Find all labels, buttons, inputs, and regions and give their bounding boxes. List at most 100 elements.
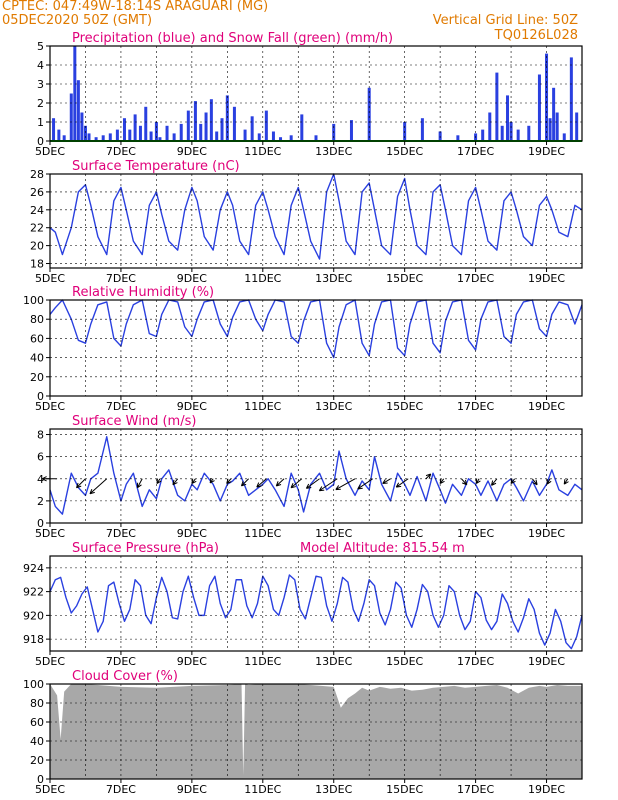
y-tick-label: 100 [23, 294, 44, 307]
precip-bar [94, 137, 98, 141]
x-tick-label: 5DEC [35, 400, 65, 413]
precip-bar [314, 135, 318, 141]
grid-note: Vertical Grid Line: 50Z [432, 13, 578, 28]
y-tick-label: 4 [37, 473, 44, 486]
x-tick-label: 19DEC [528, 655, 565, 668]
wind-arrow [425, 473, 432, 480]
precip-bar [52, 118, 56, 141]
cloud-cover-area [50, 684, 582, 779]
x-tick-label: 7DEC [106, 400, 136, 413]
precip-bar [138, 125, 142, 141]
x-tick-label: 13DEC [315, 272, 352, 285]
precip-bar [158, 137, 162, 141]
x-tick-label: 15DEC [386, 272, 423, 285]
y-tick-label: 20 [30, 754, 44, 767]
precip-bar [80, 112, 84, 141]
precip-bar [456, 135, 460, 141]
precip-bar [128, 129, 132, 141]
x-tick-label: 7DEC [106, 655, 136, 668]
y-tick-label: 22 [30, 222, 44, 235]
x-tick-label: 13DEC [315, 655, 352, 668]
y-tick-label: 80 [30, 313, 44, 326]
x-tick-label: 7DEC [106, 527, 136, 540]
y-tick-label: 5 [37, 40, 44, 53]
y-tick-label: 20 [30, 240, 44, 253]
precip-bar [506, 95, 510, 141]
precip-bar [122, 118, 126, 141]
y-tick-label: 40 [30, 735, 44, 748]
x-tick-label: 17DEC [457, 655, 494, 668]
panel-title: Surface Pressure (hPa) [72, 541, 219, 556]
wind-arrow [490, 478, 498, 486]
run-date-header: 05DEC2020 50Z (GMT) [2, 13, 153, 28]
panel-title: Surface Temperature (nC) [72, 159, 240, 174]
x-tick-label: 17DEC [457, 272, 494, 285]
wind-arrow [318, 478, 338, 492]
x-tick-label: 17DEC [457, 783, 494, 796]
precip-bar [569, 57, 573, 141]
panel-frame [49, 299, 583, 397]
x-tick-label: 11DEC [244, 655, 281, 668]
precip-bar [215, 131, 219, 141]
precip-bar [220, 118, 224, 141]
wind-arrow [357, 478, 374, 490]
precip-bar [87, 133, 91, 141]
precip-bar [264, 110, 268, 141]
precip-bar [481, 129, 485, 141]
precip-bar [133, 114, 137, 141]
panel-frame [49, 45, 583, 142]
panel-frame [49, 428, 583, 524]
wind-arrow [75, 478, 86, 489]
x-tick-label: 11DEC [244, 527, 281, 540]
wind-arrow [382, 478, 391, 485]
precip-bar [562, 133, 566, 141]
precip-bar [555, 112, 559, 141]
precip-bar [420, 118, 424, 141]
precip-bar [271, 131, 275, 141]
y-tick-label: 80 [30, 697, 44, 710]
precip-bar [300, 114, 304, 141]
y-tick-label: 0 [37, 135, 44, 148]
precip-bar [527, 125, 531, 141]
y-tick-label: 26 [30, 186, 44, 199]
series-line-temp [49, 173, 583, 260]
wind-arrow [290, 478, 303, 489]
panel-rh: Relative Humidity (%) 0 20 40 60 80 100 5DEC 7DE… [23, 285, 583, 413]
precip-bar [500, 125, 504, 141]
precip-bar [108, 133, 112, 141]
x-tick-label: 19DEC [528, 527, 565, 540]
wind-arrow [172, 478, 179, 486]
x-tick-label: 17DEC [457, 527, 494, 540]
wind-arrow [136, 478, 143, 489]
x-tick-label: 19DEC [528, 400, 565, 413]
x-tick-label: 13DEC [315, 145, 352, 158]
x-tick-label: 15DEC [386, 527, 423, 540]
x-tick-label: 5DEC [35, 655, 65, 668]
precip-bar [179, 123, 183, 141]
product-code: TQ0126L028 [494, 28, 578, 43]
wind-arrow [240, 478, 249, 487]
y-tick-label: 6 [37, 451, 44, 464]
wind-arrow [191, 478, 197, 485]
panel-title: Cloud Cover (%) [72, 669, 178, 684]
x-tick-label: 15DEC [386, 783, 423, 796]
wind-arrow [563, 478, 569, 485]
y-tick-label: 60 [30, 716, 44, 729]
precip-bar [289, 135, 293, 141]
precip-bar [367, 87, 371, 141]
x-tick-label: 9DEC [177, 783, 207, 796]
precip-bar [495, 72, 499, 141]
x-tick-label: 11DEC [244, 400, 281, 413]
precip-bar [575, 112, 579, 141]
precip-bar [186, 110, 190, 141]
precip-bar [115, 129, 119, 141]
y-tick-label: 920 [23, 609, 44, 622]
model-altitude: Model Altitude: 815.54 m [300, 541, 465, 556]
x-tick-label: 9DEC [177, 655, 207, 668]
y-tick-label: 60 [30, 332, 44, 345]
precip-bar [193, 101, 197, 141]
x-tick-label: 13DEC [315, 400, 352, 413]
station-header: CPTEC: 047:49W-18:14S ARAGUARI (MG) [2, 0, 269, 14]
y-tick-label: 924 [23, 562, 44, 575]
